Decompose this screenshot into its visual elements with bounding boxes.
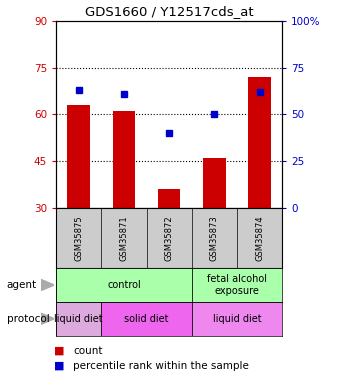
Text: solid diet: solid diet bbox=[124, 314, 169, 324]
Title: GDS1660 / Y12517cds_at: GDS1660 / Y12517cds_at bbox=[85, 5, 253, 18]
Text: GSM35872: GSM35872 bbox=[165, 215, 174, 261]
Text: ■: ■ bbox=[54, 346, 65, 355]
Text: protocol: protocol bbox=[7, 314, 50, 324]
Bar bbox=[203, 158, 226, 208]
Bar bbox=[158, 189, 181, 208]
Bar bbox=[56, 302, 101, 336]
Text: GSM35871: GSM35871 bbox=[119, 215, 129, 261]
Bar bbox=[192, 268, 282, 302]
Text: ■: ■ bbox=[54, 361, 65, 370]
Polygon shape bbox=[41, 313, 54, 324]
Text: liquid diet: liquid diet bbox=[54, 314, 103, 324]
Bar bbox=[67, 105, 90, 208]
Bar bbox=[101, 302, 192, 336]
Bar bbox=[56, 268, 192, 302]
Text: GSM35874: GSM35874 bbox=[255, 215, 264, 261]
Text: count: count bbox=[73, 346, 103, 355]
Text: GSM35875: GSM35875 bbox=[74, 215, 83, 261]
Polygon shape bbox=[41, 279, 54, 291]
Text: agent: agent bbox=[7, 280, 37, 290]
Text: control: control bbox=[107, 280, 141, 290]
Bar bbox=[248, 77, 271, 208]
Text: liquid diet: liquid diet bbox=[212, 314, 261, 324]
Text: GSM35873: GSM35873 bbox=[210, 215, 219, 261]
Text: fetal alcohol
exposure: fetal alcohol exposure bbox=[207, 274, 267, 296]
Bar bbox=[113, 111, 135, 208]
Bar bbox=[192, 302, 282, 336]
Text: percentile rank within the sample: percentile rank within the sample bbox=[73, 361, 249, 370]
